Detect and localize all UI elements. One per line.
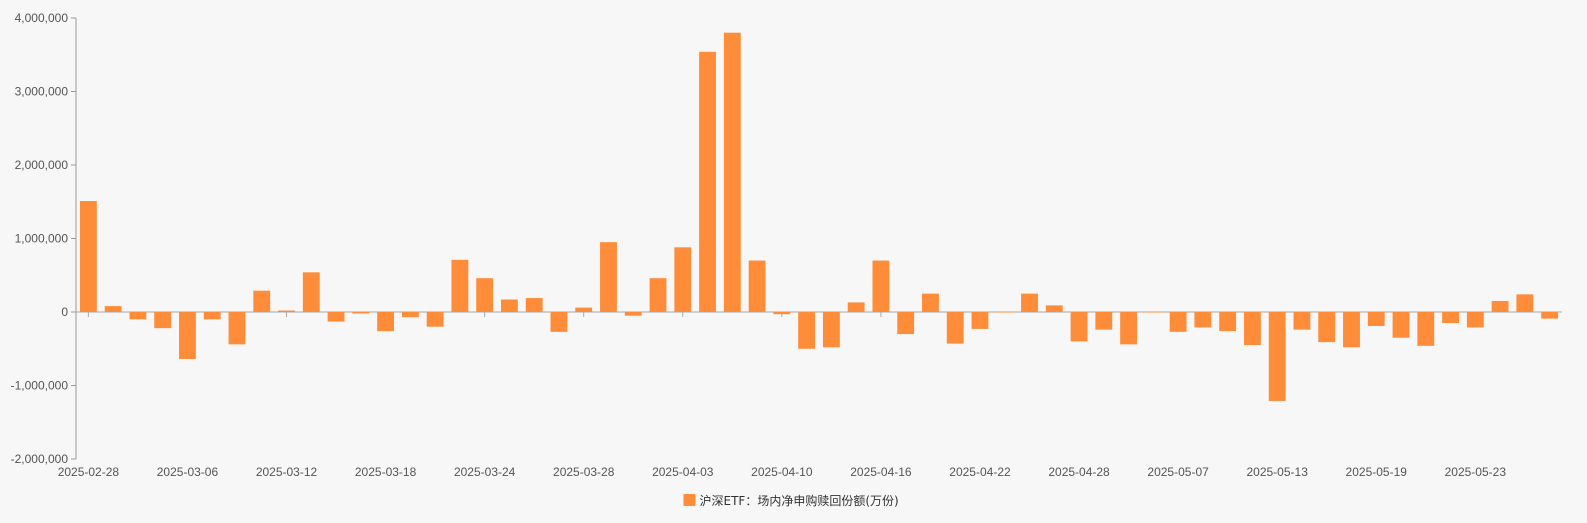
bar[interactable] — [402, 312, 419, 317]
bar[interactable] — [1294, 312, 1311, 330]
bar[interactable] — [476, 278, 493, 312]
bar[interactable] — [823, 312, 840, 347]
x-tick-label: 2025-05-19 — [1346, 465, 1408, 479]
bar[interactable] — [1393, 312, 1410, 338]
bar[interactable] — [749, 261, 766, 312]
x-tick-label: 2025-03-18 — [355, 465, 417, 479]
bar[interactable] — [798, 312, 815, 349]
y-tick-label: -1,000,000 — [11, 379, 69, 393]
bar[interactable] — [674, 247, 691, 312]
bar[interactable] — [377, 312, 394, 331]
tick-label-layer: -2,000,000 -1,000,000 0 1,000,000 2,000,000 3… — [11, 11, 1507, 479]
bar[interactable] — [328, 312, 345, 322]
bar[interactable] — [129, 312, 146, 319]
bar[interactable] — [1442, 312, 1459, 323]
axis-layer — [71, 18, 1562, 459]
bar[interactable] — [600, 242, 617, 312]
bar[interactable] — [1417, 312, 1434, 346]
bar[interactable] — [1194, 312, 1211, 327]
bar[interactable] — [1467, 312, 1484, 327]
bar[interactable] — [526, 298, 543, 312]
y-tick-label: 0 — [61, 305, 68, 319]
bar[interactable] — [972, 312, 989, 329]
bar[interactable] — [278, 311, 295, 312]
y-tick-label: 3,000,000 — [15, 85, 69, 99]
bar[interactable] — [154, 312, 171, 328]
x-tick-label: 2025-04-03 — [652, 465, 714, 479]
bar[interactable] — [1541, 312, 1558, 319]
bar[interactable] — [1046, 305, 1063, 312]
bar[interactable] — [922, 294, 939, 312]
bar[interactable] — [1318, 312, 1335, 342]
x-tick-label: 2025-05-07 — [1147, 465, 1209, 479]
bar[interactable] — [1368, 312, 1385, 326]
y-tick-label: 2,000,000 — [15, 158, 69, 172]
bar[interactable] — [451, 260, 468, 312]
bar[interactable] — [996, 312, 1013, 313]
legend-swatch[interactable] — [684, 494, 696, 506]
y-tick-label: 4,000,000 — [15, 11, 69, 25]
bar[interactable] — [1269, 312, 1286, 401]
bar[interactable] — [1170, 312, 1187, 332]
bar[interactable] — [625, 312, 642, 316]
bar[interactable] — [179, 312, 196, 359]
bar[interactable] — [724, 33, 741, 312]
x-tick-label: 2025-04-16 — [850, 465, 912, 479]
x-tick-label: 2025-04-22 — [949, 465, 1011, 479]
bar[interactable] — [1095, 312, 1112, 330]
bar[interactable] — [253, 291, 270, 312]
bar[interactable] — [501, 300, 518, 312]
bar[interactable] — [204, 312, 221, 319]
legend[interactable]: 沪深ETF：场内净申购赎回份额(万份) — [684, 493, 899, 508]
x-tick-label: 2025-05-13 — [1246, 465, 1308, 479]
bar[interactable] — [551, 312, 568, 332]
bar[interactable] — [1244, 312, 1261, 345]
bar[interactable] — [1021, 294, 1038, 312]
bar[interactable] — [1120, 312, 1137, 344]
bar[interactable] — [575, 308, 592, 312]
x-tick-label: 2025-04-10 — [751, 465, 813, 479]
bar[interactable] — [1492, 301, 1509, 312]
bar[interactable] — [848, 302, 865, 312]
x-tick-label: 2025-05-23 — [1445, 465, 1507, 479]
x-tick-label: 2025-04-28 — [1048, 465, 1110, 479]
bar-layer — [80, 33, 1558, 401]
y-tick-label: -2,000,000 — [11, 452, 69, 466]
bar[interactable] — [229, 312, 246, 344]
bar[interactable] — [773, 312, 790, 314]
bar[interactable] — [105, 306, 122, 312]
bar[interactable] — [699, 52, 716, 312]
bar[interactable] — [80, 201, 97, 312]
bar[interactable] — [1219, 312, 1236, 331]
x-tick-label: 2025-03-12 — [256, 465, 318, 479]
bar[interactable] — [427, 312, 444, 327]
x-tick-label: 2025-02-28 — [58, 465, 120, 479]
bar[interactable] — [872, 261, 889, 312]
bar[interactable] — [303, 272, 320, 312]
bar[interactable] — [947, 312, 964, 344]
bar[interactable] — [1071, 312, 1088, 341]
x-tick-label: 2025-03-24 — [454, 465, 516, 479]
bar[interactable] — [1516, 294, 1533, 312]
y-tick-label: 1,000,000 — [15, 232, 69, 246]
bar[interactable] — [650, 278, 667, 312]
bar[interactable] — [897, 312, 914, 334]
bar[interactable] — [352, 312, 369, 313]
legend-label[interactable]: 沪深ETF：场内净申购赎回份额(万份) — [700, 493, 899, 508]
bar[interactable] — [1343, 312, 1360, 347]
x-tick-label: 2025-03-06 — [157, 465, 219, 479]
x-tick-label: 2025-03-28 — [553, 465, 615, 479]
bar[interactable] — [1145, 312, 1162, 313]
